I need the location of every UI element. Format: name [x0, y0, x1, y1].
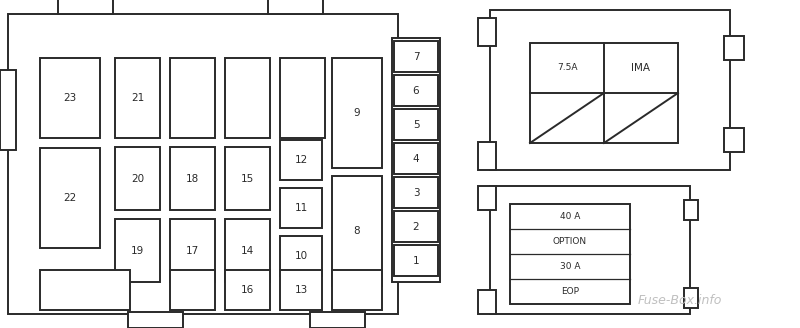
Bar: [40, 58, 100, 138]
Text: 17: 17: [186, 245, 199, 256]
Text: 4: 4: [413, 154, 419, 163]
Text: 30 A: 30 A: [560, 262, 580, 271]
Bar: [280, 236, 322, 276]
Bar: [170, 219, 215, 282]
Bar: [478, 186, 496, 210]
Text: 22: 22: [63, 193, 77, 203]
Text: 6: 6: [413, 86, 419, 95]
Text: 10: 10: [294, 251, 307, 261]
Text: 12: 12: [294, 155, 308, 165]
Bar: [170, 58, 215, 138]
Text: 19: 19: [131, 245, 144, 256]
Bar: [724, 128, 744, 152]
Bar: [268, 0, 323, 14]
Bar: [394, 75, 438, 106]
Text: IMA: IMA: [631, 63, 650, 73]
Text: EOP: EOP: [561, 287, 579, 296]
Bar: [225, 147, 270, 210]
Bar: [478, 18, 496, 46]
Text: 11: 11: [294, 203, 308, 213]
Text: 23: 23: [63, 93, 77, 103]
Text: 2: 2: [413, 221, 419, 232]
Bar: [115, 147, 160, 210]
Bar: [394, 245, 438, 276]
Bar: [0, 70, 16, 150]
Bar: [115, 219, 160, 282]
Bar: [225, 270, 270, 310]
Text: 15: 15: [241, 174, 254, 183]
Bar: [684, 288, 698, 308]
Bar: [170, 147, 215, 210]
Bar: [530, 43, 678, 143]
Text: 40 A: 40 A: [560, 212, 580, 221]
Bar: [724, 36, 744, 60]
Text: 8: 8: [354, 226, 360, 236]
Text: 3: 3: [413, 188, 419, 197]
Text: 16: 16: [241, 285, 254, 295]
Bar: [225, 58, 270, 138]
Text: 9: 9: [354, 108, 360, 118]
Bar: [332, 270, 382, 310]
Bar: [280, 270, 322, 310]
Text: 14: 14: [241, 245, 254, 256]
Text: 5: 5: [413, 119, 419, 130]
Bar: [128, 312, 183, 328]
Bar: [170, 270, 215, 310]
Bar: [332, 58, 382, 168]
Text: OPTION: OPTION: [553, 237, 587, 246]
Text: 7.5A: 7.5A: [557, 64, 578, 72]
Bar: [478, 290, 496, 314]
Bar: [280, 140, 322, 180]
Bar: [58, 0, 113, 14]
Text: 21: 21: [131, 93, 144, 103]
Bar: [684, 200, 698, 220]
Text: Fuse-Box.info: Fuse-Box.info: [638, 294, 722, 306]
Bar: [490, 10, 730, 170]
Bar: [394, 177, 438, 208]
Text: 18: 18: [186, 174, 199, 183]
Bar: [280, 188, 322, 228]
Bar: [40, 270, 130, 310]
Bar: [392, 38, 440, 282]
Text: 7: 7: [413, 51, 419, 62]
Bar: [394, 211, 438, 242]
Text: 20: 20: [131, 174, 144, 183]
Text: 13: 13: [294, 285, 308, 295]
Bar: [8, 14, 398, 314]
Bar: [394, 109, 438, 140]
Bar: [225, 219, 270, 282]
Bar: [510, 204, 630, 304]
Bar: [280, 58, 325, 138]
Bar: [394, 143, 438, 174]
Bar: [40, 148, 100, 248]
Text: 1: 1: [413, 256, 419, 265]
Bar: [478, 142, 496, 170]
Bar: [394, 41, 438, 72]
Bar: [490, 186, 690, 314]
Bar: [332, 176, 382, 286]
Bar: [115, 58, 160, 138]
Bar: [310, 312, 365, 328]
